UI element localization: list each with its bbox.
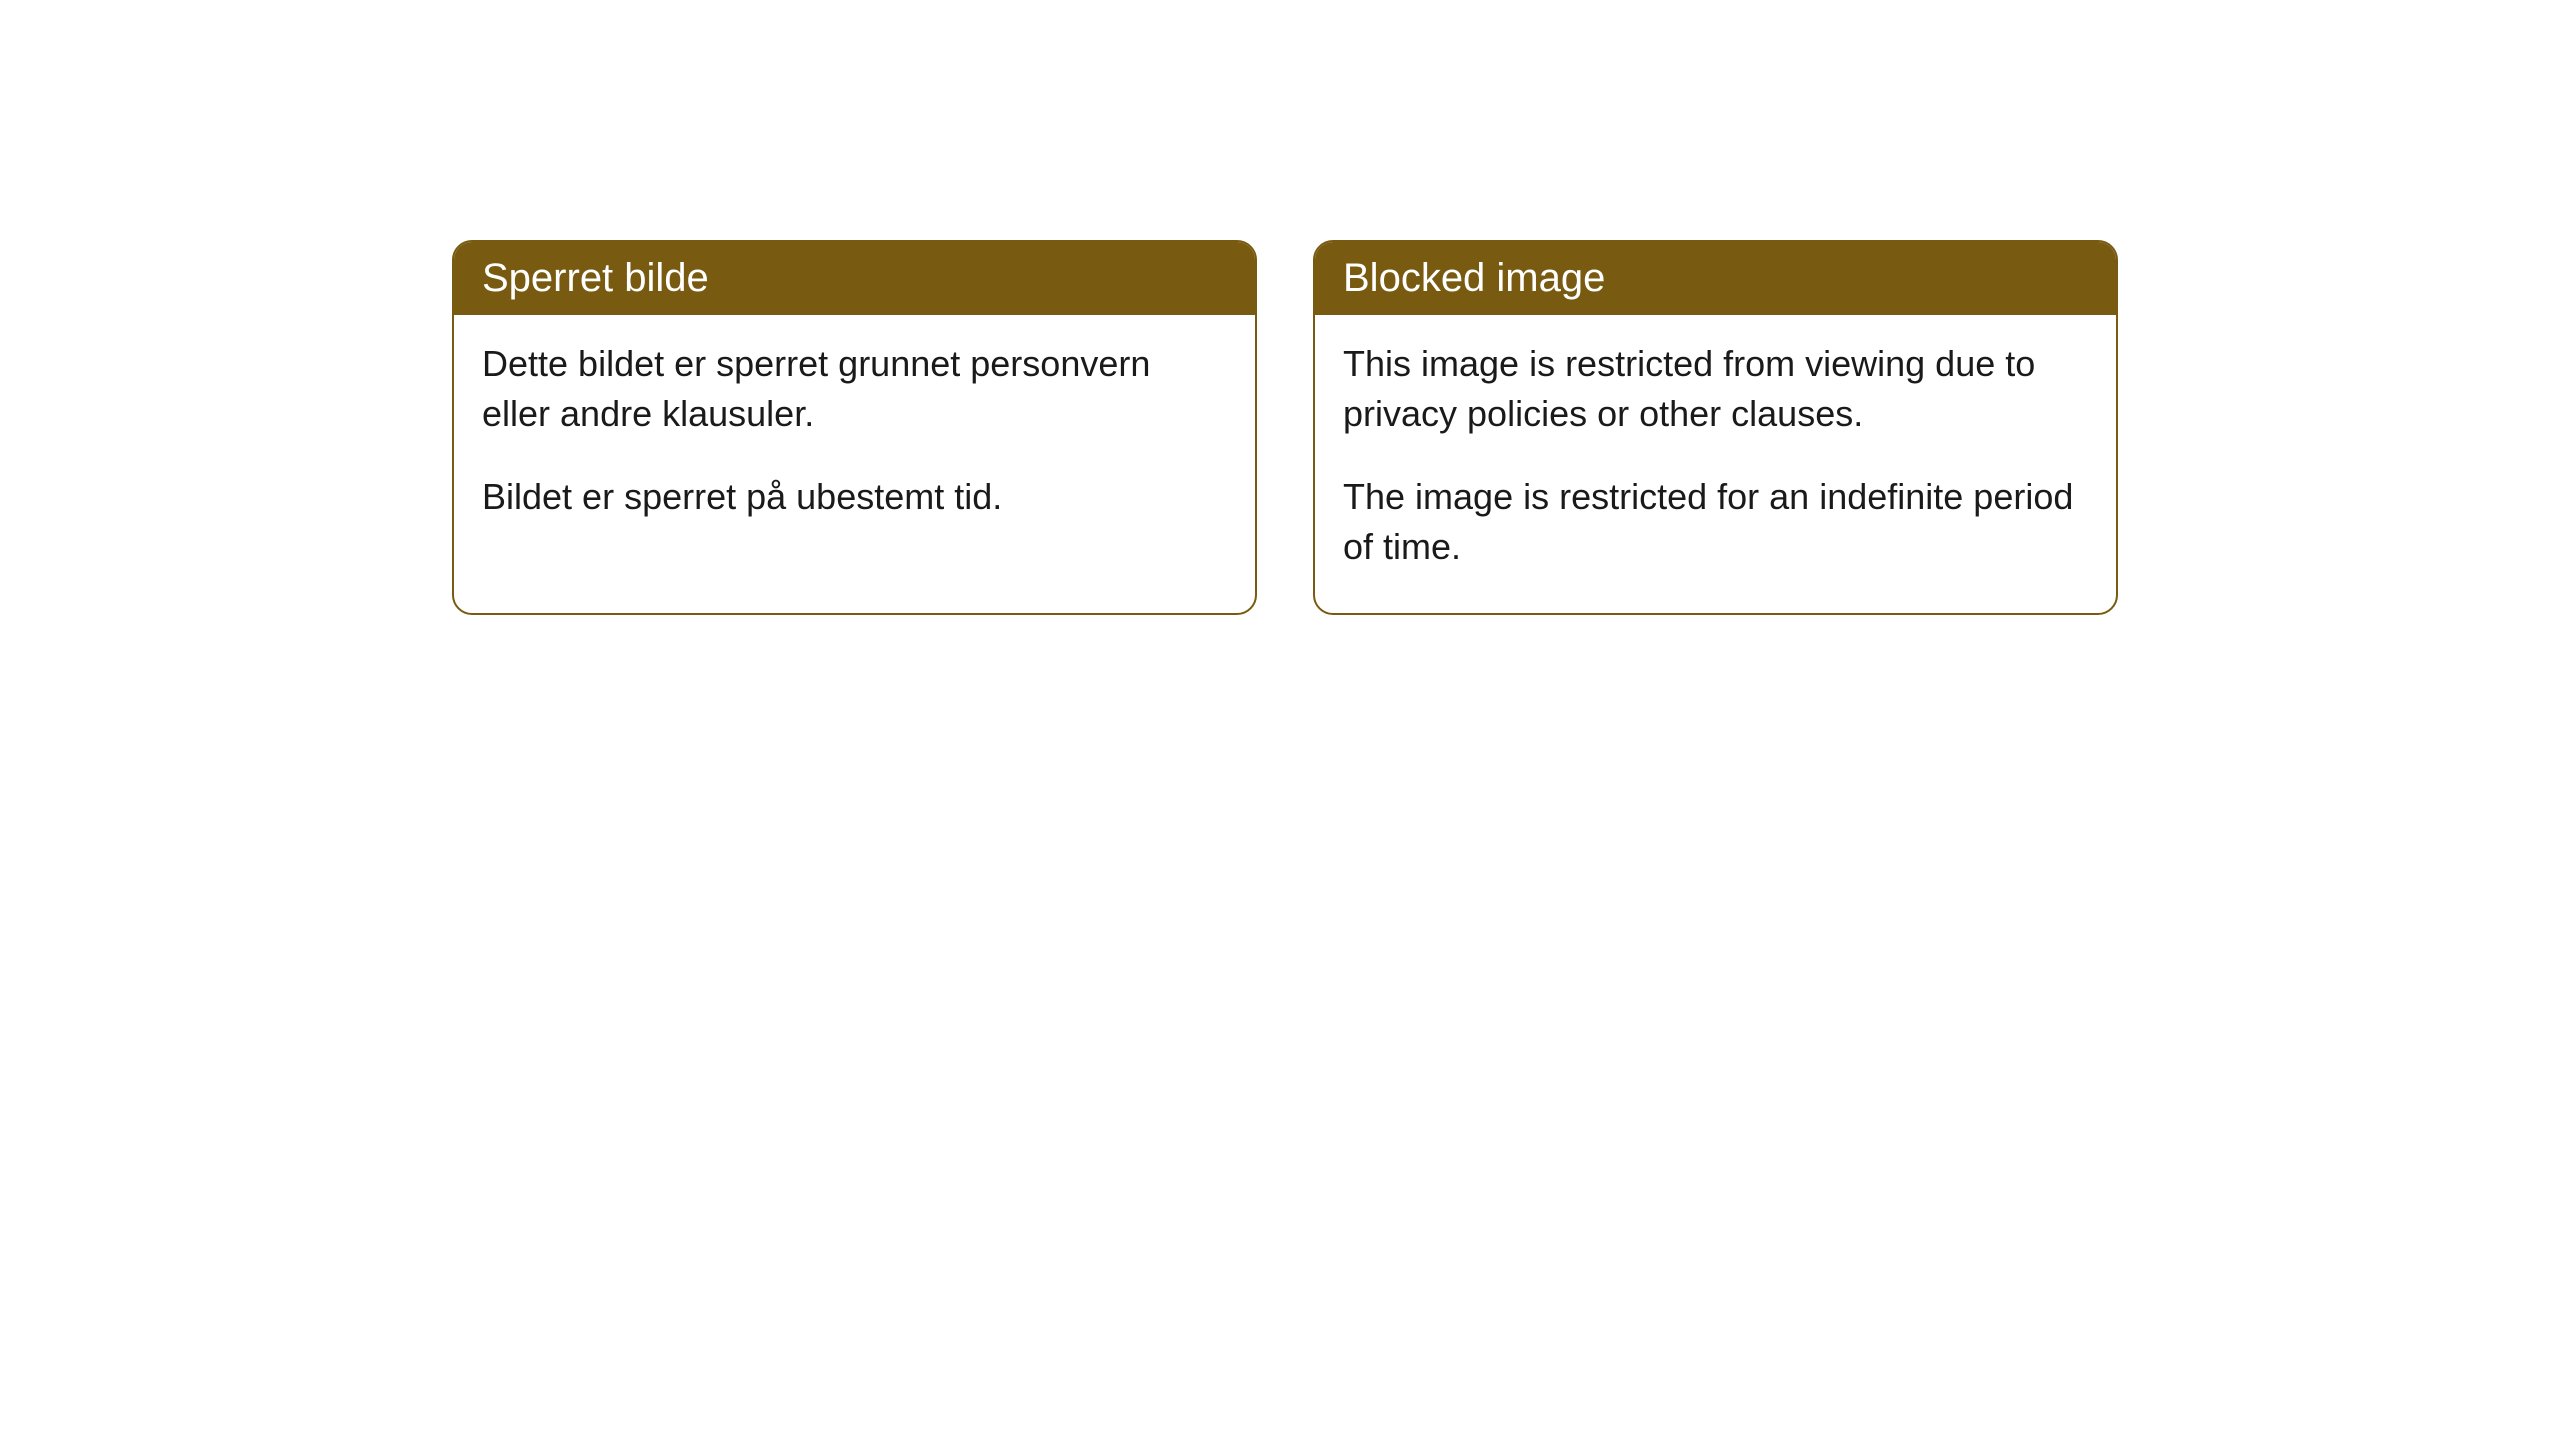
card-body-english: This image is restricted from viewing du… <box>1315 315 2116 613</box>
card-header-english: Blocked image <box>1315 242 2116 315</box>
blocked-image-card-norwegian: Sperret bilde Dette bildet er sperret gr… <box>452 240 1257 615</box>
card-paragraph: The image is restricted for an indefinit… <box>1343 472 2088 573</box>
card-paragraph: Dette bildet er sperret grunnet personve… <box>482 339 1227 440</box>
blocked-image-card-english: Blocked image This image is restricted f… <box>1313 240 2118 615</box>
notice-cards-container: Sperret bilde Dette bildet er sperret gr… <box>452 240 2560 615</box>
card-header-norwegian: Sperret bilde <box>454 242 1255 315</box>
card-title: Blocked image <box>1343 256 1605 300</box>
card-body-norwegian: Dette bildet er sperret grunnet personve… <box>454 315 1255 562</box>
card-paragraph: This image is restricted from viewing du… <box>1343 339 2088 440</box>
card-title: Sperret bilde <box>482 256 709 300</box>
card-paragraph: Bildet er sperret på ubestemt tid. <box>482 472 1227 522</box>
